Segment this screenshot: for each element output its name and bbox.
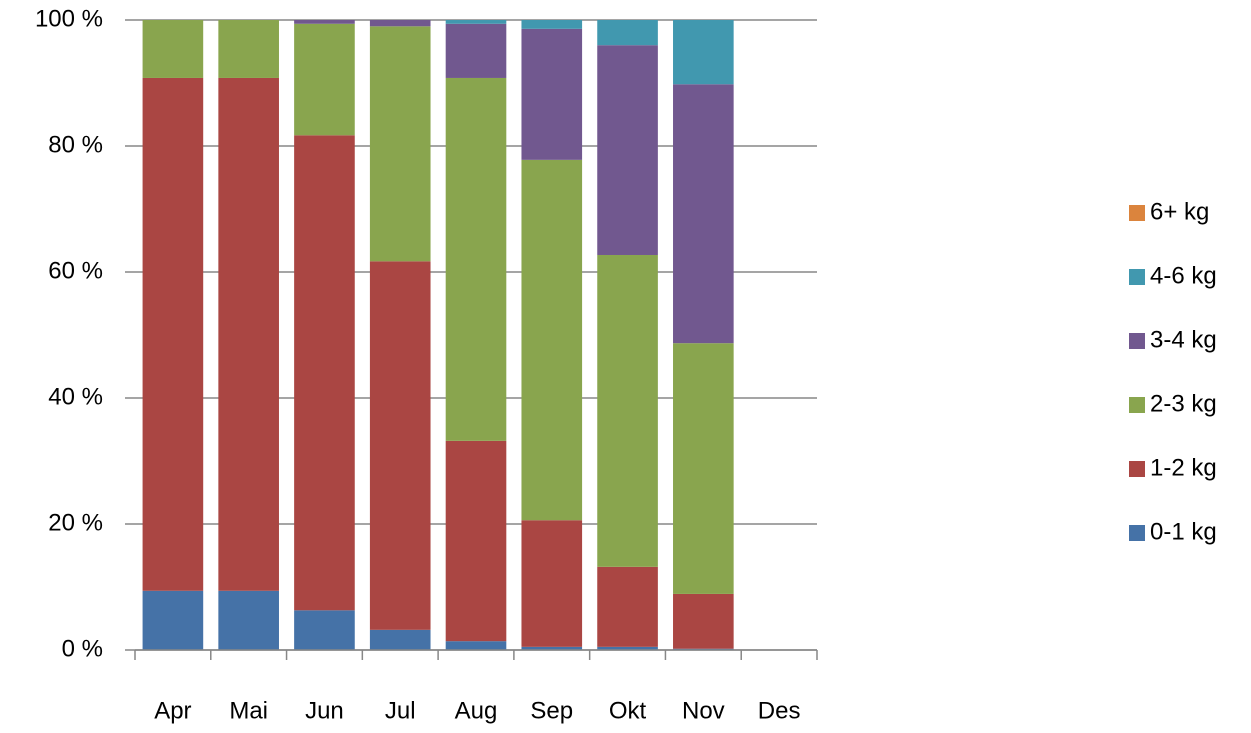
bar-segment bbox=[673, 343, 734, 594]
legend-swatch bbox=[1129, 333, 1145, 349]
bar-segment bbox=[369, 26, 431, 262]
bar-segment bbox=[294, 135, 355, 611]
bar-segment bbox=[673, 20, 734, 85]
bar-segment bbox=[673, 84, 734, 344]
y-tick-label: 20 % bbox=[48, 509, 103, 536]
x-tick-label: Aug bbox=[455, 697, 498, 724]
bar-segment bbox=[445, 20, 507, 24]
x-tick-label: Jul bbox=[385, 697, 416, 724]
x-tick-label: Jun bbox=[305, 697, 344, 724]
bar-segment bbox=[294, 23, 355, 136]
bar-segment bbox=[445, 23, 507, 78]
legend-swatch bbox=[1129, 461, 1145, 477]
legend-swatch bbox=[1129, 397, 1145, 413]
bar-segment bbox=[142, 590, 204, 650]
x-tick-label: Sep bbox=[530, 697, 573, 724]
bar-segment bbox=[445, 440, 507, 642]
bar-segment bbox=[597, 566, 658, 647]
bar-segment bbox=[445, 77, 507, 441]
bar-segment bbox=[294, 610, 355, 650]
bar-segment bbox=[369, 261, 431, 630]
x-tick-label: Okt bbox=[609, 697, 647, 724]
legend-label: 4-6 kg bbox=[1150, 262, 1217, 289]
legend-label: 6+ kg bbox=[1150, 198, 1209, 225]
bar-segment bbox=[142, 20, 204, 78]
bar-segment bbox=[369, 629, 431, 650]
bar-segment bbox=[597, 254, 658, 567]
x-tick-label: Mai bbox=[229, 697, 268, 724]
bar-segment bbox=[218, 77, 279, 591]
x-tick-label: Des bbox=[758, 697, 801, 724]
legend-label: 3-4 kg bbox=[1150, 326, 1217, 353]
y-tick-label: 80 % bbox=[48, 131, 103, 158]
bar-segment bbox=[142, 77, 204, 591]
bar-segment bbox=[521, 520, 583, 647]
y-tick-label: 100 % bbox=[35, 5, 103, 32]
legend-swatch bbox=[1129, 205, 1145, 221]
bar-segment bbox=[218, 20, 279, 78]
y-tick-label: 60 % bbox=[48, 257, 103, 284]
bar-segment bbox=[521, 159, 583, 521]
legend-label: 0-1 kg bbox=[1150, 518, 1217, 545]
bar-segment bbox=[521, 20, 583, 29]
bar-segment bbox=[369, 20, 431, 27]
bar-segment bbox=[597, 20, 658, 46]
legend-swatch bbox=[1129, 525, 1145, 541]
x-tick-label: Nov bbox=[682, 697, 725, 724]
x-tick-label: Apr bbox=[154, 697, 191, 724]
y-tick-label: 40 % bbox=[48, 383, 103, 410]
bar-segment bbox=[294, 20, 355, 24]
bar-segment bbox=[521, 28, 583, 160]
bar-segment bbox=[445, 641, 507, 650]
bar-segment bbox=[673, 593, 734, 649]
bar-segment bbox=[521, 646, 583, 650]
legend-swatch bbox=[1129, 269, 1145, 285]
bar-segment bbox=[218, 590, 279, 650]
bar-segment bbox=[597, 45, 658, 255]
legend-label: 2-3 kg bbox=[1150, 390, 1217, 417]
legend-label: 1-2 kg bbox=[1150, 454, 1217, 481]
bar-segment bbox=[597, 646, 658, 650]
y-tick-label: 0 % bbox=[62, 635, 103, 662]
